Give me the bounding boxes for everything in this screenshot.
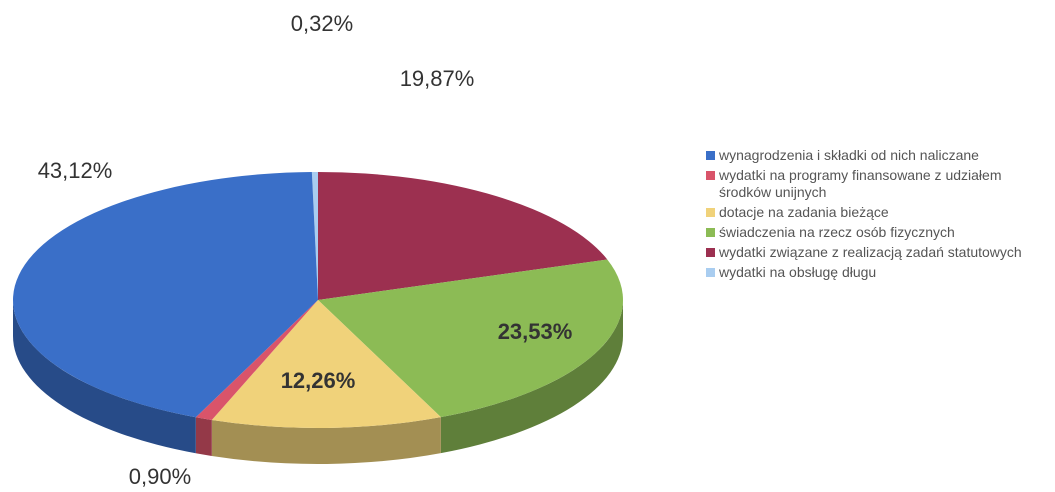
legend: wynagrodzenia i składki od nich naliczan… [706, 147, 1051, 284]
legend-swatch [706, 171, 715, 180]
slice-side [13, 300, 196, 454]
legend-label: świadczenia na rzecz osób fizycznych [719, 224, 955, 240]
legend-item: świadczenia na rzecz osób fizycznych [706, 224, 1051, 241]
legend-label: wydatki związane z realizacją zadań stat… [719, 244, 1022, 260]
legend-swatch [706, 151, 715, 160]
legend-label: wydatki na programy finansowane z udział… [719, 167, 1002, 200]
slice [311, 172, 318, 300]
legend-label: dotacje na zadania bieżące [719, 204, 889, 220]
legend-swatch [706, 228, 715, 237]
data-label: 12,26% [281, 368, 356, 393]
legend-swatch [706, 248, 715, 257]
legend-item: wynagrodzenia i składki od nich naliczan… [706, 147, 1051, 164]
slice [13, 172, 318, 418]
legend-item: wydatki na obsługę długu [706, 264, 1051, 281]
legend-item: wydatki na programy finansowane z udział… [706, 167, 1051, 201]
legend-item: dotacje na zadania bieżące [706, 204, 1051, 221]
slice [211, 300, 441, 429]
data-label: 0,32% [291, 11, 353, 36]
legend-swatch [706, 208, 715, 217]
data-label: 19,87% [400, 66, 475, 91]
legend-label: wynagrodzenia i składki od nich naliczan… [719, 147, 979, 163]
slice [318, 172, 608, 300]
legend-item: wydatki związane z realizacją zadań stat… [706, 244, 1051, 261]
slice [195, 300, 318, 420]
legend-label: wydatki na obsługę długu [719, 264, 877, 280]
slice-side [211, 417, 441, 464]
slice [318, 259, 623, 418]
data-label: 23,53% [498, 319, 573, 344]
slice-side [195, 417, 212, 456]
data-label: 43,12% [38, 158, 113, 183]
data-label: 0,90% [129, 464, 191, 489]
legend-swatch [706, 268, 715, 277]
slice-side [440, 300, 623, 454]
chart: 43,12% 0,90% 12,26% 23,53% 19,87% 0,32% [13, 11, 623, 489]
